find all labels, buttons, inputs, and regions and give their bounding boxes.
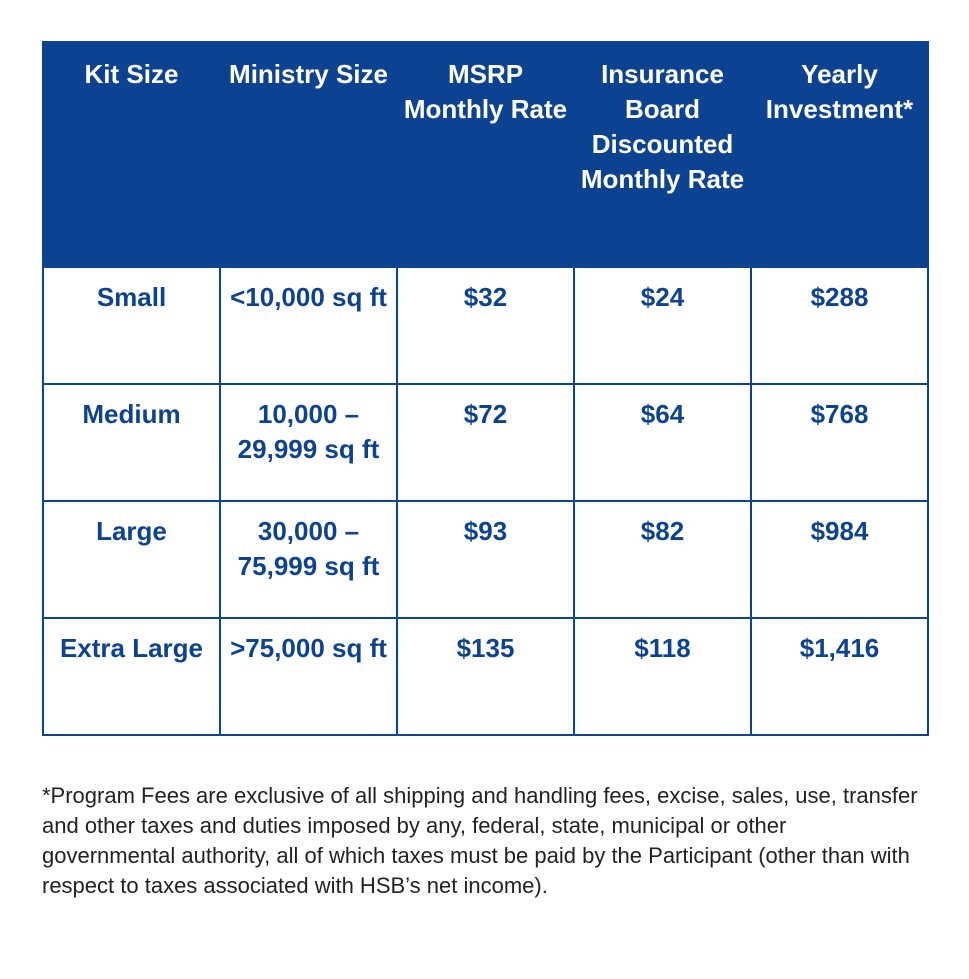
cell-msrp-monthly-rate: $135: [396, 617, 575, 736]
table-row: Large 30,000 – 75,999 sq ft $93 $82 $984: [42, 500, 929, 619]
pricing-table: Kit Size Ministry Size MSRP Monthly Rate…: [42, 41, 929, 736]
cell-kit-size: Large: [42, 500, 221, 619]
cell-discounted-monthly-rate: $24: [573, 266, 752, 385]
table-row: Medium 10,000 – 29,999 sq ft $72 $64 $76…: [42, 383, 929, 502]
cell-msrp-monthly-rate: $93: [396, 500, 575, 619]
cell-ministry-size: <10,000 sq ft: [219, 266, 398, 385]
cell-discounted-monthly-rate: $64: [573, 383, 752, 502]
header-msrp-monthly-rate: MSRP Monthly Rate: [396, 41, 575, 268]
cell-kit-size: Medium: [42, 383, 221, 502]
cell-kit-size: Extra Large: [42, 617, 221, 736]
cell-ministry-size: >75,000 sq ft: [219, 617, 398, 736]
table-row: Extra Large >75,000 sq ft $135 $118 $1,4…: [42, 617, 929, 736]
cell-kit-size: Small: [42, 266, 221, 385]
footnote: *Program Fees are exclusive of all shipp…: [42, 783, 918, 898]
cell-yearly-investment: $288: [750, 266, 929, 385]
header-row: Kit Size Ministry Size MSRP Monthly Rate…: [42, 41, 929, 268]
table-body: Small <10,000 sq ft $32 $24 $288 Medium …: [42, 266, 929, 736]
cell-ministry-size: 30,000 – 75,999 sq ft: [219, 500, 398, 619]
cell-ministry-size: 10,000 – 29,999 sq ft: [219, 383, 398, 502]
table-row: Small <10,000 sq ft $32 $24 $288: [42, 266, 929, 385]
cell-msrp-monthly-rate: $32: [396, 266, 575, 385]
table-header: Kit Size Ministry Size MSRP Monthly Rate…: [42, 41, 929, 268]
cell-discounted-monthly-rate: $82: [573, 500, 752, 619]
cell-msrp-monthly-rate: $72: [396, 383, 575, 502]
cell-discounted-monthly-rate: $118: [573, 617, 752, 736]
header-ministry-size: Ministry Size: [219, 41, 398, 268]
cell-yearly-investment: $984: [750, 500, 929, 619]
header-discounted-monthly-rate: Insurance Board Discounted Monthly Rate: [573, 41, 752, 268]
cell-yearly-investment: $1,416: [750, 617, 929, 736]
header-kit-size: Kit Size: [42, 41, 221, 268]
cell-yearly-investment: $768: [750, 383, 929, 502]
header-yearly-investment: Yearly Investment*: [750, 41, 929, 268]
